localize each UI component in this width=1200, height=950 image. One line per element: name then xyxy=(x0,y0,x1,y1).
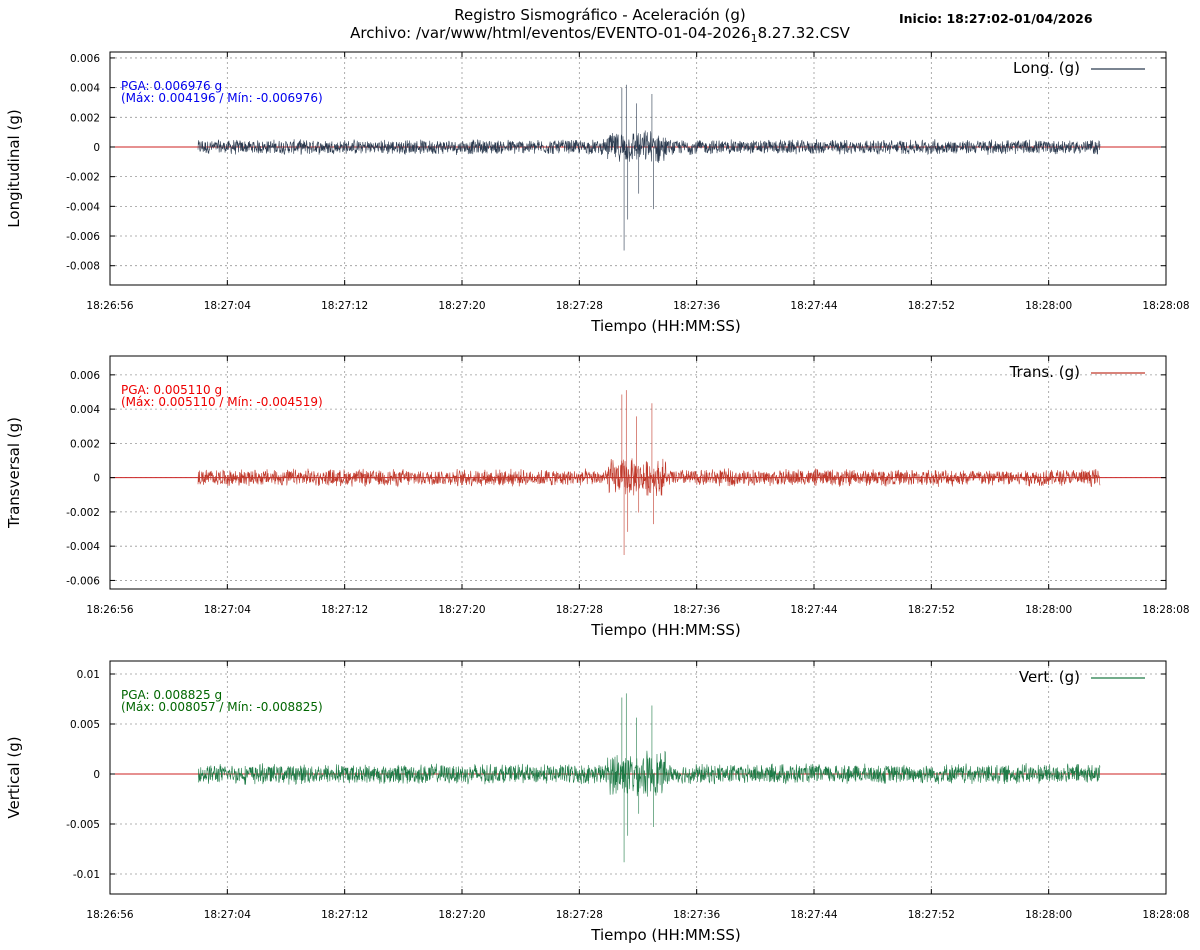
y-tick-label: -0.002 xyxy=(66,507,100,519)
y-tick-label: -0.004 xyxy=(66,541,100,553)
x-tick-label: 18:27:28 xyxy=(556,604,603,616)
waveform-series xyxy=(197,693,1101,863)
x-tick-label: 18:27:12 xyxy=(321,909,368,921)
y-tick-label: -0.008 xyxy=(66,261,100,273)
x-axis-title: Tiempo (HH:MM:SS) xyxy=(590,926,740,944)
x-tick-label: 18:27:28 xyxy=(556,909,603,921)
pga-annotation: PGA: 0.005110 g xyxy=(121,383,222,397)
x-tick-label: 18:28:00 xyxy=(1025,909,1072,921)
x-tick-label: 18:27:52 xyxy=(908,909,955,921)
x-tick-label: 18:27:36 xyxy=(673,300,720,312)
x-tick-label: 18:27:36 xyxy=(673,604,720,616)
pga-annotation: PGA: 0.006976 g xyxy=(121,79,222,93)
x-axis-title: Tiempo (HH:MM:SS) xyxy=(590,621,740,639)
min-max-annotation: (Máx: 0.004196 / Mín: -0.006976) xyxy=(121,91,323,105)
x-tick-label: 18:28:08 xyxy=(1142,300,1189,312)
panel-1: 0.006 0.004 0.002 0 -0.002 -0.004 -0.006 -0.008… xyxy=(5,51,1190,335)
x-tick-label: 18:28:00 xyxy=(1025,300,1072,312)
y-tick-label: 0.005 xyxy=(70,719,100,731)
x-tick-label: 18:27:04 xyxy=(204,909,251,921)
y-tick-label: -0.006 xyxy=(66,231,100,243)
x-tick-label: 18:27:20 xyxy=(438,300,485,312)
y-tick-label: 0.004 xyxy=(70,83,100,95)
y-tick-label: -0.006 xyxy=(66,575,100,587)
min-max-annotation: (Máx: 0.005110 / Mín: -0.004519) xyxy=(121,395,323,409)
legend-label: Long. (g) xyxy=(1013,59,1080,77)
x-tick-label: 18:27:20 xyxy=(438,909,485,921)
x-tick-label: 18:27:36 xyxy=(673,909,720,921)
panel-3: 0.01 0.005 0 -0.005 -0.01 18:26:56 18:27:04 18:… xyxy=(5,660,1190,944)
panel-2: 0.006 0.004 0.002 0 -0.002 -0.004 -0.006 18:26:… xyxy=(5,355,1190,639)
waveform-series xyxy=(197,84,1101,251)
legend-label: Vert. (g) xyxy=(1019,668,1080,686)
chart-title: Registro Sismográfico - Aceleración (g) … xyxy=(250,6,950,48)
min-max-annotation: (Máx: 0.008057 / Mín: -0.008825) xyxy=(121,700,323,714)
y-axis-title: Transversal (g) xyxy=(5,417,23,529)
x-tick-label: 18:26:56 xyxy=(86,909,133,921)
x-axis-title: Tiempo (HH:MM:SS) xyxy=(590,317,740,335)
y-tick-label: 0.002 xyxy=(70,438,100,450)
title-file-sub: 1 xyxy=(750,32,758,45)
title-file-a: Archivo: /var/www/html/eventos/EVENTO-01… xyxy=(350,24,751,42)
waveform-series xyxy=(197,390,1101,556)
x-tick-label: 18:28:00 xyxy=(1025,604,1072,616)
title-line-1: Registro Sismográfico - Aceleración (g) xyxy=(454,6,746,24)
title-line-2: Archivo: /var/www/html/eventos/EVENTO-01… xyxy=(250,24,950,48)
x-tick-label: 18:27:04 xyxy=(204,300,251,312)
x-tick-label: 18:27:52 xyxy=(908,604,955,616)
y-tick-label: 0.004 xyxy=(70,404,100,416)
y-tick-label: 0 xyxy=(93,142,100,154)
x-tick-label: 18:26:56 xyxy=(86,300,133,312)
y-tick-label: -0.002 xyxy=(66,172,100,184)
plot-frame xyxy=(109,51,1167,286)
x-tick-label: 18:28:08 xyxy=(1142,909,1189,921)
x-tick-label: 18:27:12 xyxy=(321,300,368,312)
plot-frame xyxy=(109,355,1167,590)
pga-annotation: PGA: 0.008825 g xyxy=(121,688,222,702)
y-tick-label: 0.006 xyxy=(70,53,100,65)
x-tick-label: 18:27:44 xyxy=(790,300,837,312)
y-tick-label: -0.004 xyxy=(66,201,100,213)
y-tick-label: 0.01 xyxy=(77,669,100,681)
x-tick-label: 18:27:12 xyxy=(321,604,368,616)
x-tick-label: 18:28:08 xyxy=(1142,604,1189,616)
y-tick-label: 0.002 xyxy=(70,112,100,124)
plot-frame xyxy=(109,660,1167,895)
x-tick-label: 18:27:52 xyxy=(908,300,955,312)
y-tick-label: -0.005 xyxy=(66,819,100,831)
y-tick-label: 0 xyxy=(93,769,100,781)
legend-label: Trans. (g) xyxy=(1009,363,1080,381)
x-tick-label: 18:27:20 xyxy=(438,604,485,616)
y-axis-title: Vertical (g) xyxy=(5,736,23,818)
x-tick-label: 18:27:28 xyxy=(556,300,603,312)
x-tick-label: 18:26:56 xyxy=(86,604,133,616)
start-time-label: Inicio: 18:27:02-01/04/2026 xyxy=(899,11,1093,26)
x-tick-label: 18:27:04 xyxy=(204,604,251,616)
y-tick-label: 0 xyxy=(93,473,100,485)
y-axis-title: Longitudinal (g) xyxy=(5,109,23,227)
title-file-b: 8.27.32.CSV xyxy=(757,24,850,42)
y-tick-label: -0.01 xyxy=(73,869,100,881)
x-tick-label: 18:27:44 xyxy=(790,604,837,616)
y-tick-label: 0.006 xyxy=(70,370,100,382)
x-tick-label: 18:27:44 xyxy=(790,909,837,921)
